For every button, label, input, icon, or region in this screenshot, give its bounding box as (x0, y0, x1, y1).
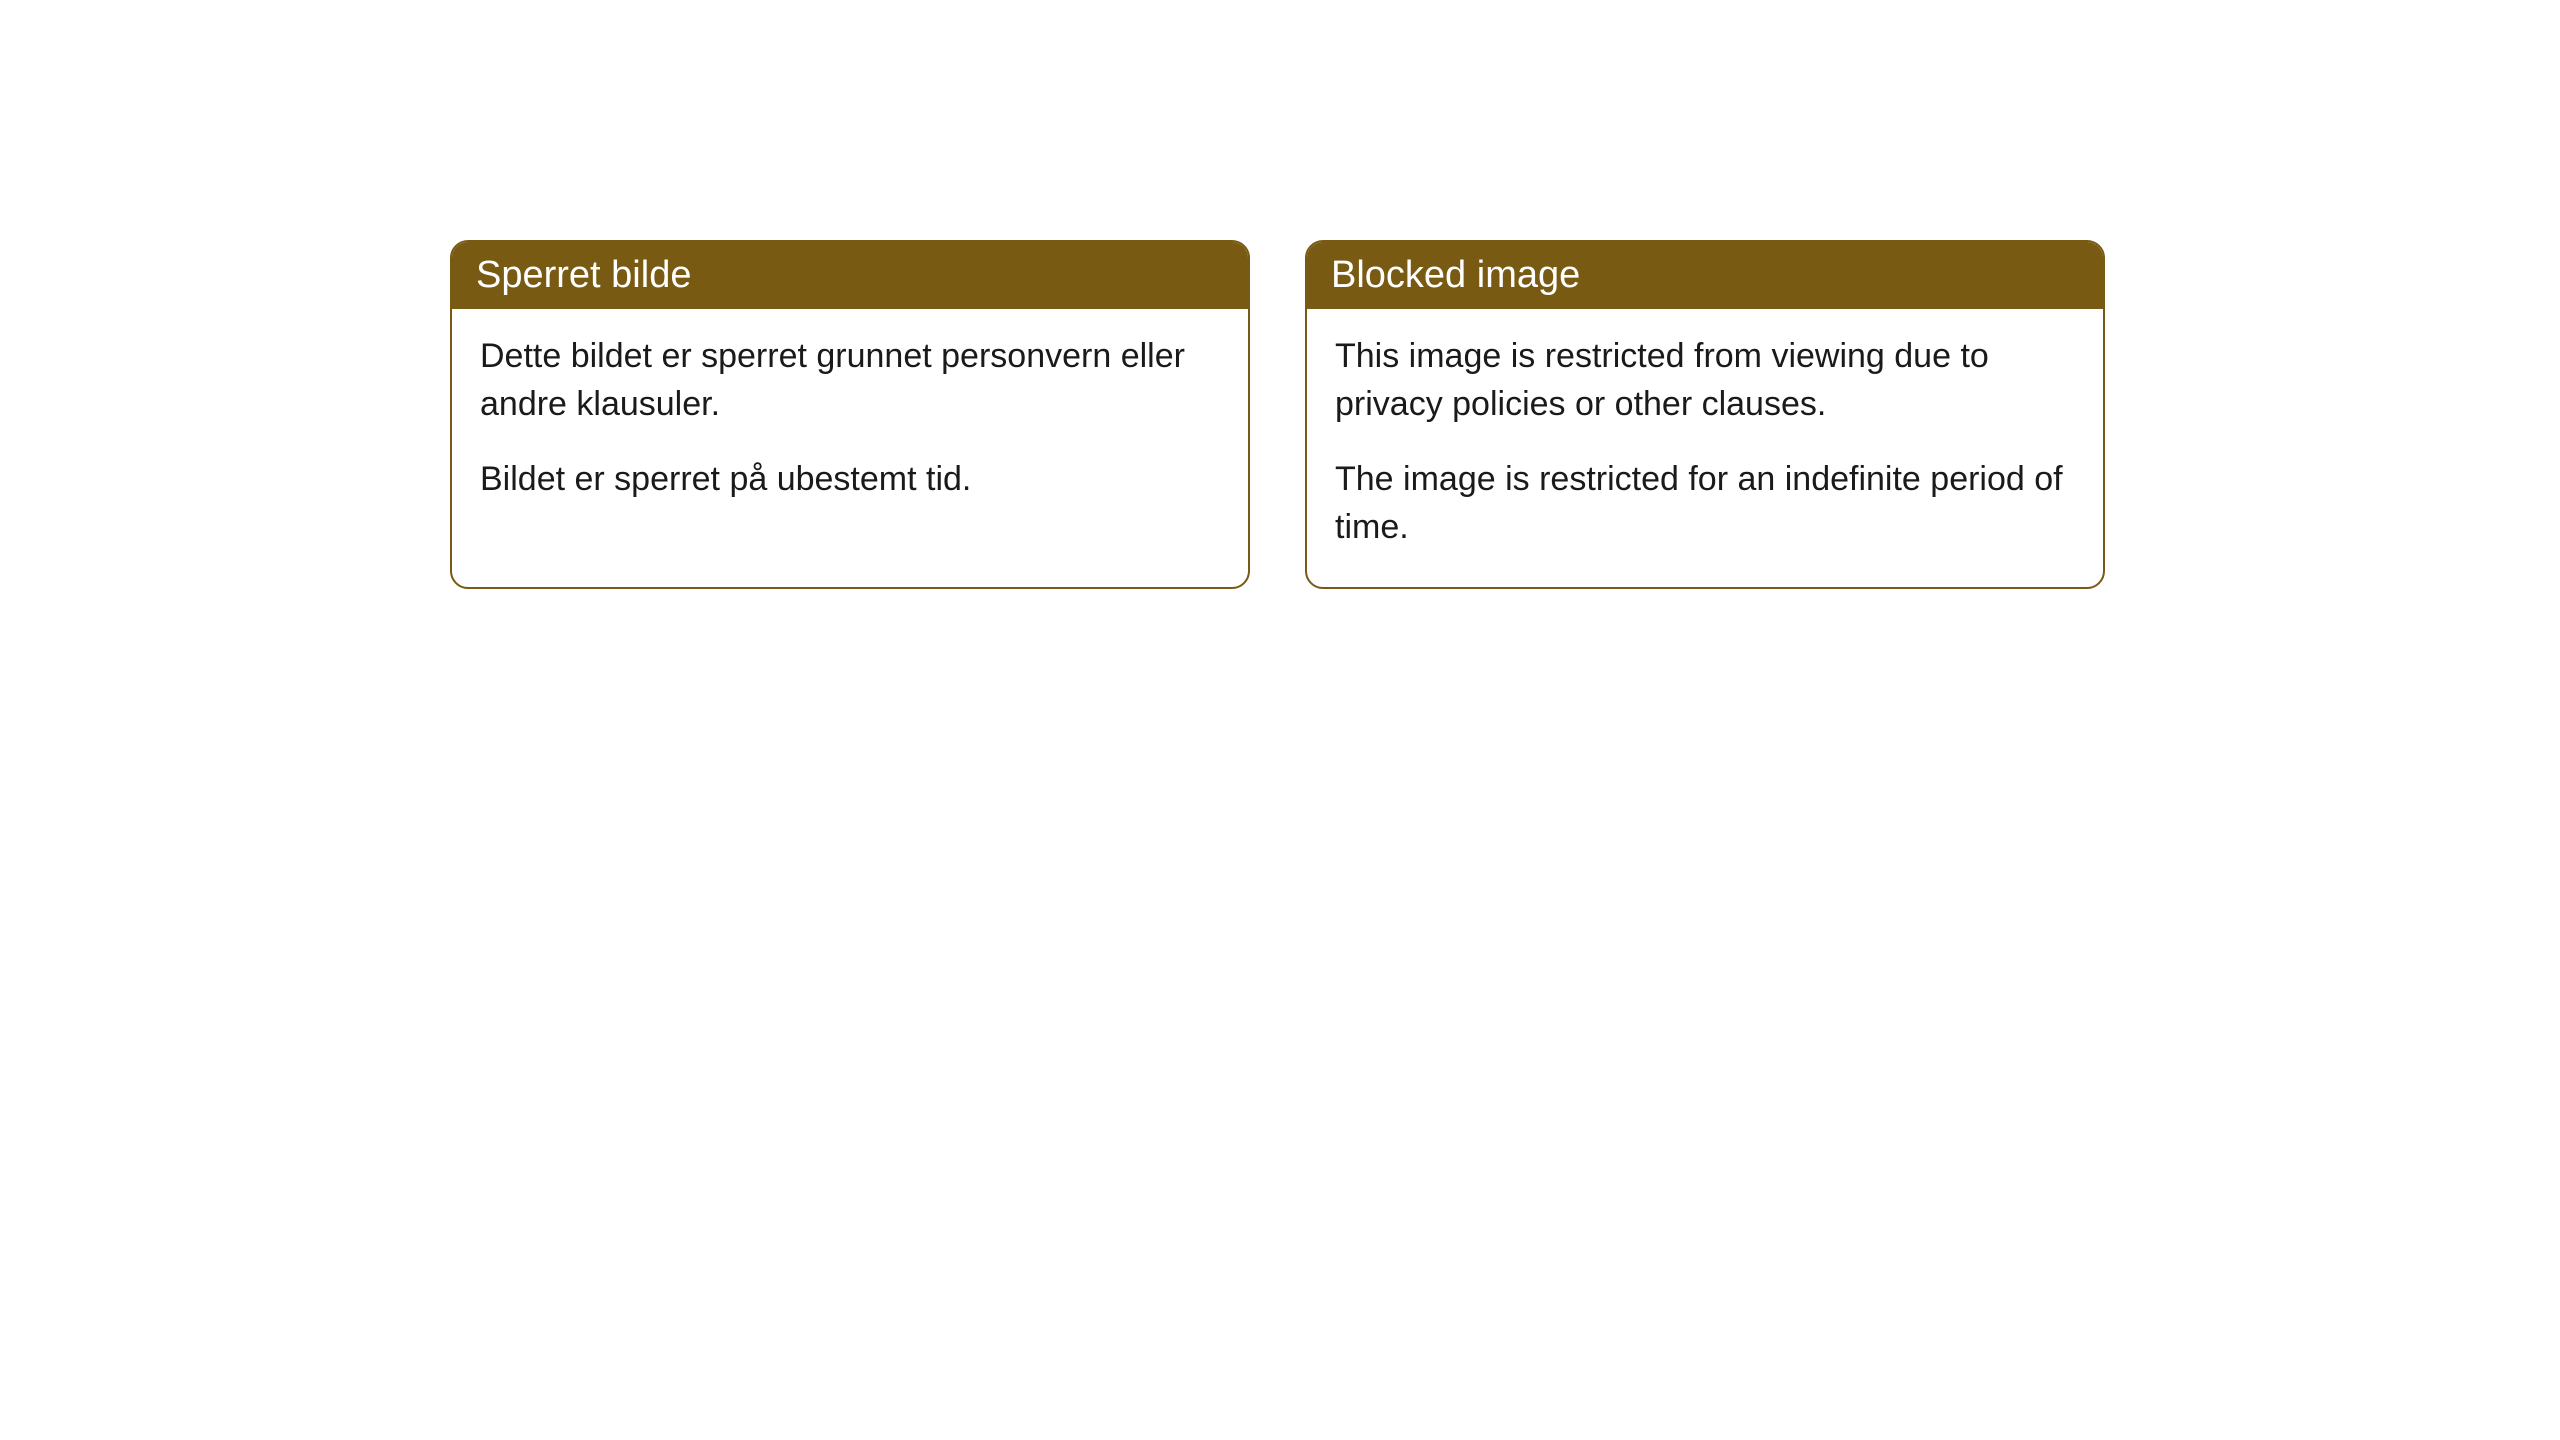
card-paragraph-1: This image is restricted from viewing du… (1335, 333, 2075, 428)
card-header-norwegian: Sperret bilde (452, 242, 1248, 309)
card-paragraph-2: Bildet er sperret på ubestemt tid. (480, 456, 1220, 504)
card-body-english: This image is restricted from viewing du… (1307, 309, 2103, 587)
card-paragraph-1: Dette bildet er sperret grunnet personve… (480, 333, 1220, 428)
cards-container: Sperret bilde Dette bildet er sperret gr… (450, 240, 2560, 589)
card-paragraph-2: The image is restricted for an indefinit… (1335, 456, 2075, 551)
card-english: Blocked image This image is restricted f… (1305, 240, 2105, 589)
card-norwegian: Sperret bilde Dette bildet er sperret gr… (450, 240, 1250, 589)
card-header-english: Blocked image (1307, 242, 2103, 309)
card-body-norwegian: Dette bildet er sperret grunnet personve… (452, 309, 1248, 540)
